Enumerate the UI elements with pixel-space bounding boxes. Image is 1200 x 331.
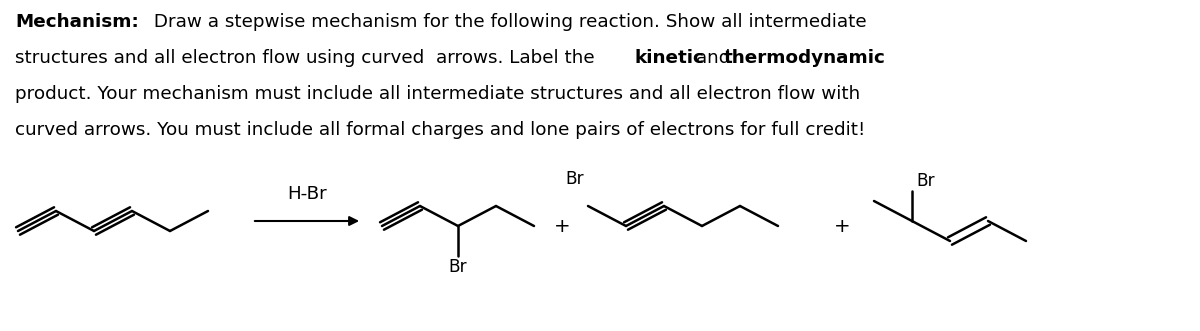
Text: thermodynamic: thermodynamic xyxy=(724,49,886,67)
Text: Mechanism:: Mechanism: xyxy=(14,13,139,31)
Text: H-Br: H-Br xyxy=(287,185,326,203)
Text: product. Your mechanism must include all intermediate structures and all electro: product. Your mechanism must include all… xyxy=(14,85,860,103)
Text: structures and all electron flow using curved  arrows. Label the: structures and all electron flow using c… xyxy=(14,49,600,67)
Text: kinetic: kinetic xyxy=(635,49,704,67)
Text: Draw a stepwise mechanism for the following reaction. Show all intermediate: Draw a stepwise mechanism for the follow… xyxy=(149,13,868,31)
Text: Br: Br xyxy=(449,258,467,276)
Text: Br: Br xyxy=(916,172,935,190)
Text: curved arrows. You must include all formal charges and lone pairs of electrons f: curved arrows. You must include all form… xyxy=(14,121,865,139)
Text: and: and xyxy=(690,49,736,67)
Text: +: + xyxy=(553,216,570,235)
Text: Br: Br xyxy=(565,170,584,188)
Text: +: + xyxy=(834,216,851,235)
